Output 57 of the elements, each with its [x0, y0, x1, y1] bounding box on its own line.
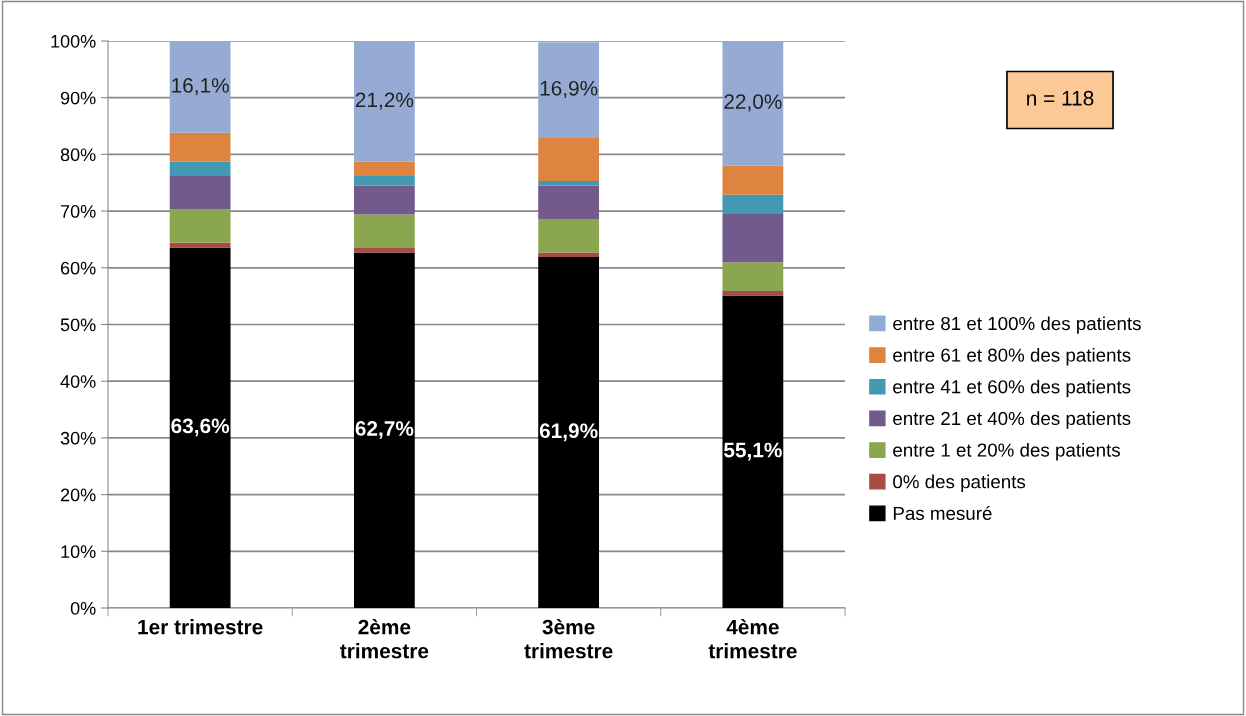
bar — [353, 185, 415, 215]
bar — [353, 214, 415, 248]
x-tick-label: 1er trimestre — [138, 619, 263, 635]
data-label: 22,0% — [724, 94, 782, 112]
bar — [538, 181, 600, 186]
bar — [353, 175, 415, 186]
bar — [169, 209, 231, 243]
bar — [722, 213, 784, 263]
legend-label: 0% des patients — [893, 474, 1026, 493]
bar — [353, 161, 415, 176]
y-tick-label: 70% — [60, 205, 96, 218]
data-label: 62,7% — [355, 421, 414, 439]
bar — [538, 137, 600, 182]
x-tick-label: 3ème trimestre — [524, 618, 613, 659]
bar — [538, 252, 600, 258]
y-tick-label: 20% — [60, 488, 96, 502]
data-label: 61,9% — [539, 423, 598, 442]
bar — [722, 262, 784, 292]
bar — [353, 41, 415, 162]
data-label: 16,9% — [540, 80, 598, 99]
bar — [169, 161, 231, 176]
data-label: 63,6% — [171, 418, 230, 437]
data-label: 16,1% — [172, 78, 229, 96]
bar — [538, 185, 600, 220]
bar — [169, 132, 231, 162]
y-tick-label: 40% — [60, 375, 96, 388]
data-label: 55,1% — [723, 442, 782, 461]
bar — [169, 175, 231, 210]
y-tick-label: 90% — [60, 91, 96, 105]
bar — [722, 165, 784, 195]
data-label: 21,2% — [355, 92, 414, 110]
y-tick-label: 10% — [61, 545, 96, 559]
bar — [722, 291, 784, 296]
bar — [722, 194, 784, 214]
x-tick-label: 2ème trimestre — [340, 618, 429, 659]
legend-label: Pas mesuré — [893, 506, 992, 520]
y-tick-label: 30% — [60, 431, 96, 445]
legend-label: entre 81 et 100% des patients — [893, 316, 1141, 334]
bar — [538, 219, 600, 253]
bar — [353, 252, 415, 608]
bar — [169, 41, 231, 133]
legend-label: entre 21 et 40% des patients — [893, 411, 1131, 429]
legend-label: entre 1 et 20% des patients — [893, 442, 1120, 461]
bar — [169, 247, 231, 608]
bar — [722, 295, 784, 608]
bar — [538, 42, 600, 138]
legend-label: entre 41 et 60% des patients — [893, 379, 1131, 398]
y-tick-label: 0% — [70, 601, 96, 615]
y-tick-label: 100% — [51, 34, 96, 48]
legend-label: entre 61 et 80% des patients — [893, 348, 1131, 366]
y-tick-label: 80% — [60, 148, 96, 162]
bar — [722, 41, 784, 166]
y-tick-label: 60% — [60, 261, 96, 275]
text: n = 118 — [1027, 90, 1094, 106]
x-tick-label: 4ème trimestre — [708, 618, 797, 659]
y-tick-label: 50% — [60, 318, 96, 332]
bar — [538, 257, 600, 608]
